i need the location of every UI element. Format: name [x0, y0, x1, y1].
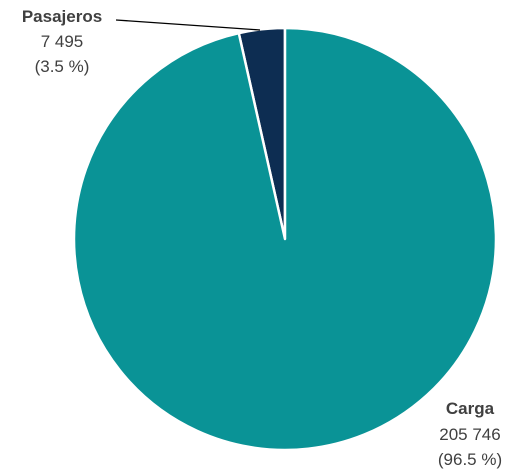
slice-label-carga: Carga: [446, 399, 495, 418]
pie-slices: [72, 26, 498, 452]
label-carga: Carga 205 746 (96.5 %): [438, 399, 502, 469]
slice-percent-carga: (96.5 %): [438, 450, 502, 469]
pie-slice-carga: [72, 26, 498, 452]
slice-label-pasajeros: Pasajeros: [22, 7, 102, 26]
slice-value-carga: 205 746: [439, 425, 500, 444]
slice-value-pasajeros: 7 495: [41, 32, 84, 51]
slice-percent-pasajeros: (3.5 %): [35, 57, 90, 76]
leader-line-pasajeros: [115, 19, 261, 31]
label-pasajeros: Pasajeros 7 495 (3.5 %): [22, 7, 102, 76]
